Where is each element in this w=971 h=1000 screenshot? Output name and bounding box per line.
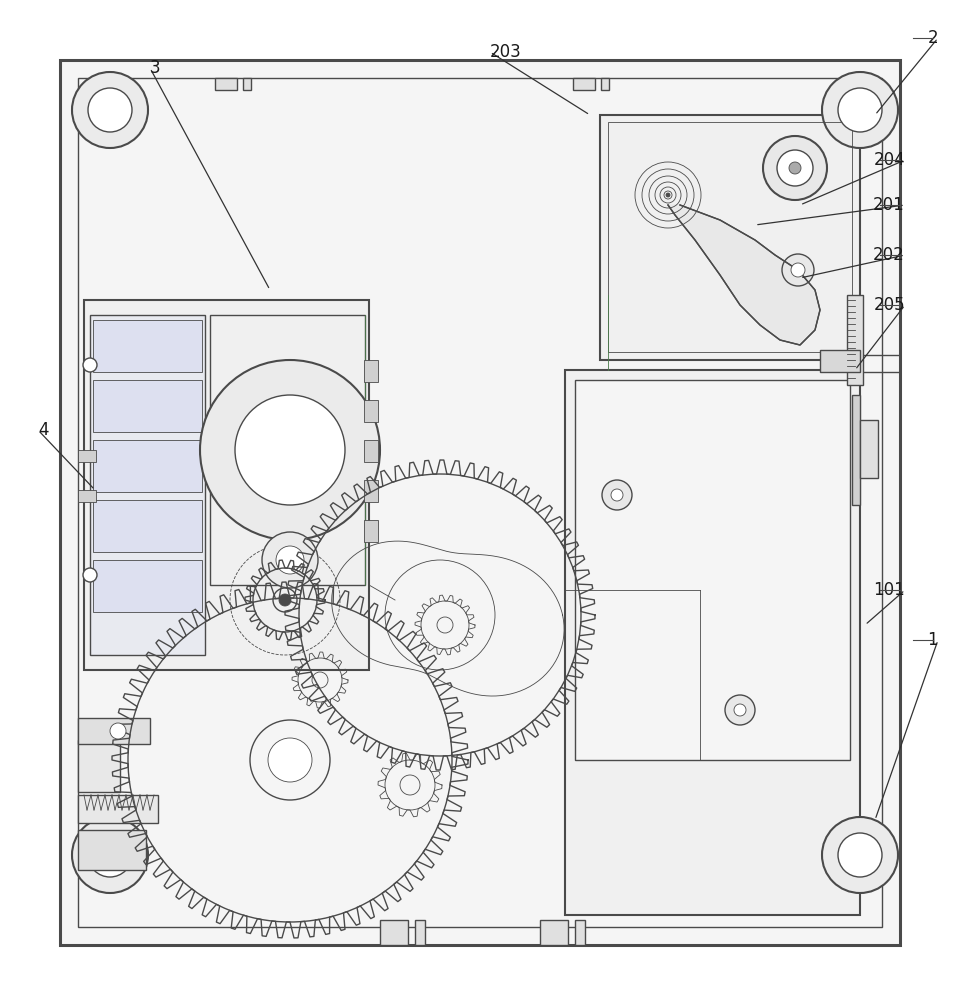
Bar [84,300,369,670]
Circle shape [262,532,318,588]
Bar [215,78,237,90]
Text: 2: 2 [927,29,938,47]
Bar [93,380,202,432]
Bar [380,920,408,945]
Circle shape [602,480,632,510]
Text: 205: 205 [873,296,905,314]
Circle shape [200,360,380,540]
Circle shape [276,546,304,574]
Bar [78,740,120,792]
Circle shape [725,695,755,725]
Circle shape [110,723,126,739]
Bar [575,380,850,760]
Bar [600,115,860,360]
Bar [415,920,425,945]
Bar [78,830,146,870]
Circle shape [838,88,882,132]
Circle shape [763,136,827,200]
Circle shape [838,833,882,877]
Circle shape [777,150,813,186]
Bar [78,78,882,927]
Circle shape [72,72,148,148]
Polygon shape [668,205,820,345]
Circle shape [83,358,97,372]
Circle shape [88,88,132,132]
Circle shape [235,395,345,505]
Bar [93,320,202,372]
Circle shape [666,193,670,197]
Bar [93,440,202,492]
Bar [573,78,595,90]
Bar [60,60,900,945]
Bar [364,440,378,462]
Bar [364,400,378,422]
Bar [364,480,378,502]
Bar [601,78,609,90]
Bar [243,78,251,90]
Circle shape [782,254,814,286]
Circle shape [72,817,148,893]
Bar [210,315,365,585]
Circle shape [83,568,97,582]
Text: 201: 201 [873,196,905,214]
Bar [78,718,150,744]
Bar [78,795,158,823]
Bar [847,295,863,385]
Bar [565,370,860,915]
Circle shape [791,263,805,277]
Bar [820,350,860,372]
Bar [78,450,96,462]
Circle shape [822,72,898,148]
Bar [90,315,205,655]
Bar [575,920,585,945]
Circle shape [611,489,623,501]
Bar [364,520,378,542]
Circle shape [789,162,801,174]
Text: 202: 202 [873,246,905,264]
Bar [78,490,96,502]
Text: 3: 3 [150,59,160,77]
Bar [93,560,202,612]
Bar [93,500,202,552]
Text: 1: 1 [927,631,938,649]
Bar [860,420,878,478]
Bar [364,360,378,382]
Circle shape [279,594,291,606]
Text: 203: 203 [490,43,521,61]
Circle shape [88,833,132,877]
Text: 204: 204 [873,151,905,169]
Bar [608,122,852,352]
Text: 4: 4 [38,421,49,439]
Bar [540,920,568,945]
Circle shape [734,704,746,716]
Bar [852,395,860,505]
Circle shape [268,738,312,782]
Circle shape [822,817,898,893]
Text: 101: 101 [873,581,905,599]
